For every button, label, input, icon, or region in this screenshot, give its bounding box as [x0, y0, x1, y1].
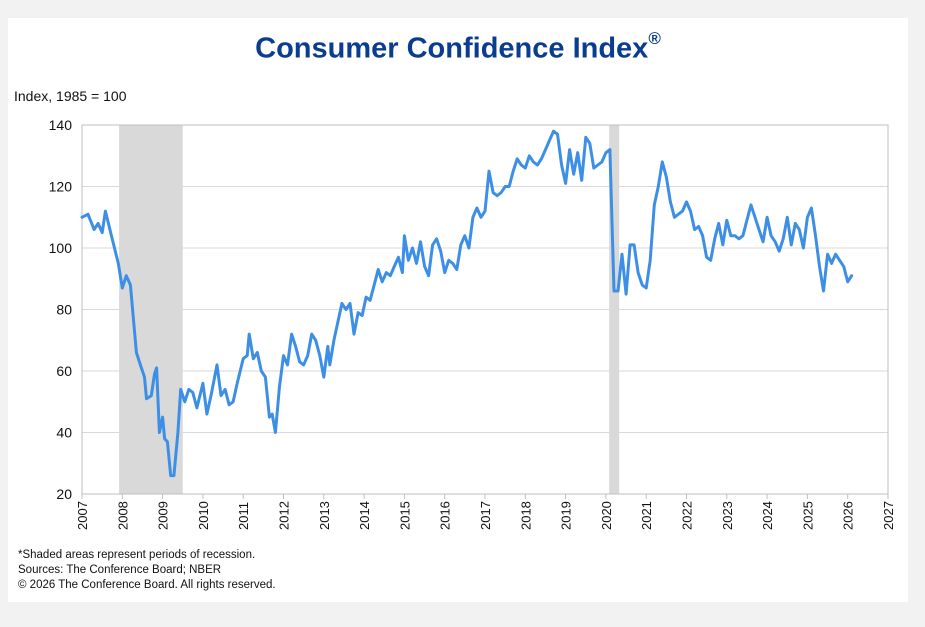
series-group — [80, 129, 854, 478]
x-tick-labels: 2007 2008 2009 2010 2011 2012 2013 2014 2015 2016… — [75, 494, 896, 530]
recession-note: *Shaded areas represent periods of reces… — [18, 549, 256, 561]
y-tick-label: 140 — [49, 117, 73, 133]
y-tick-label: 80 — [56, 302, 72, 318]
x-tick-label: 2019 — [559, 501, 574, 530]
chart-title: Consumer Confidence Index® — [255, 29, 661, 65]
y-axis-unit-label: Index, 1985 = 100 — [14, 88, 127, 104]
footnotes: *Shaded areas represent periods of reces… — [18, 548, 276, 593]
x-tick-label: 2014 — [357, 501, 372, 530]
series-line-1 — [80, 129, 854, 478]
x-tick-label: 2023 — [720, 501, 735, 530]
x-tick-label: 2018 — [518, 501, 533, 530]
x-tick-label: 2026 — [841, 501, 856, 530]
y-tick-label: 120 — [49, 179, 73, 195]
x-tick-label: 2017 — [478, 501, 493, 530]
gridlines-group — [82, 186, 888, 433]
y-tick-label: 40 — [56, 425, 72, 441]
chart-card: Consumer Confidence Index® Index, 1985 =… — [8, 18, 908, 602]
x-tick-label: 2020 — [599, 501, 614, 530]
sources-note: Sources: The Conference Board; NBER — [18, 564, 222, 576]
x-tick-label: 2008 — [115, 501, 130, 530]
y-tick-label: 20 — [56, 486, 72, 502]
x-tick-label: 2012 — [277, 501, 292, 530]
registered-mark: ® — [648, 29, 661, 48]
x-tick-label: 2022 — [680, 501, 695, 530]
x-tick-label: 2021 — [639, 501, 654, 530]
x-tick-label: 2024 — [760, 501, 775, 530]
x-tick-label: 2013 — [317, 501, 332, 530]
x-tick-label: 2025 — [800, 501, 815, 530]
x-tick-label: 2016 — [438, 501, 453, 530]
y-tick-labels: 20 40 60 80 100 120 140 — [49, 117, 73, 502]
y-tick-label: 60 — [56, 363, 72, 379]
x-tick-label: 2011 — [236, 502, 251, 530]
x-tick-label: 2009 — [156, 501, 171, 530]
copyright-note: © 2026 The Conference Board. All rights … — [18, 579, 276, 591]
x-tick-label: 2027 — [881, 501, 896, 530]
x-tick-label: 2015 — [397, 501, 412, 530]
x-tick-label: 2010 — [196, 501, 211, 530]
y-tick-label: 100 — [49, 240, 73, 256]
x-tick-label: 2007 — [75, 501, 90, 530]
